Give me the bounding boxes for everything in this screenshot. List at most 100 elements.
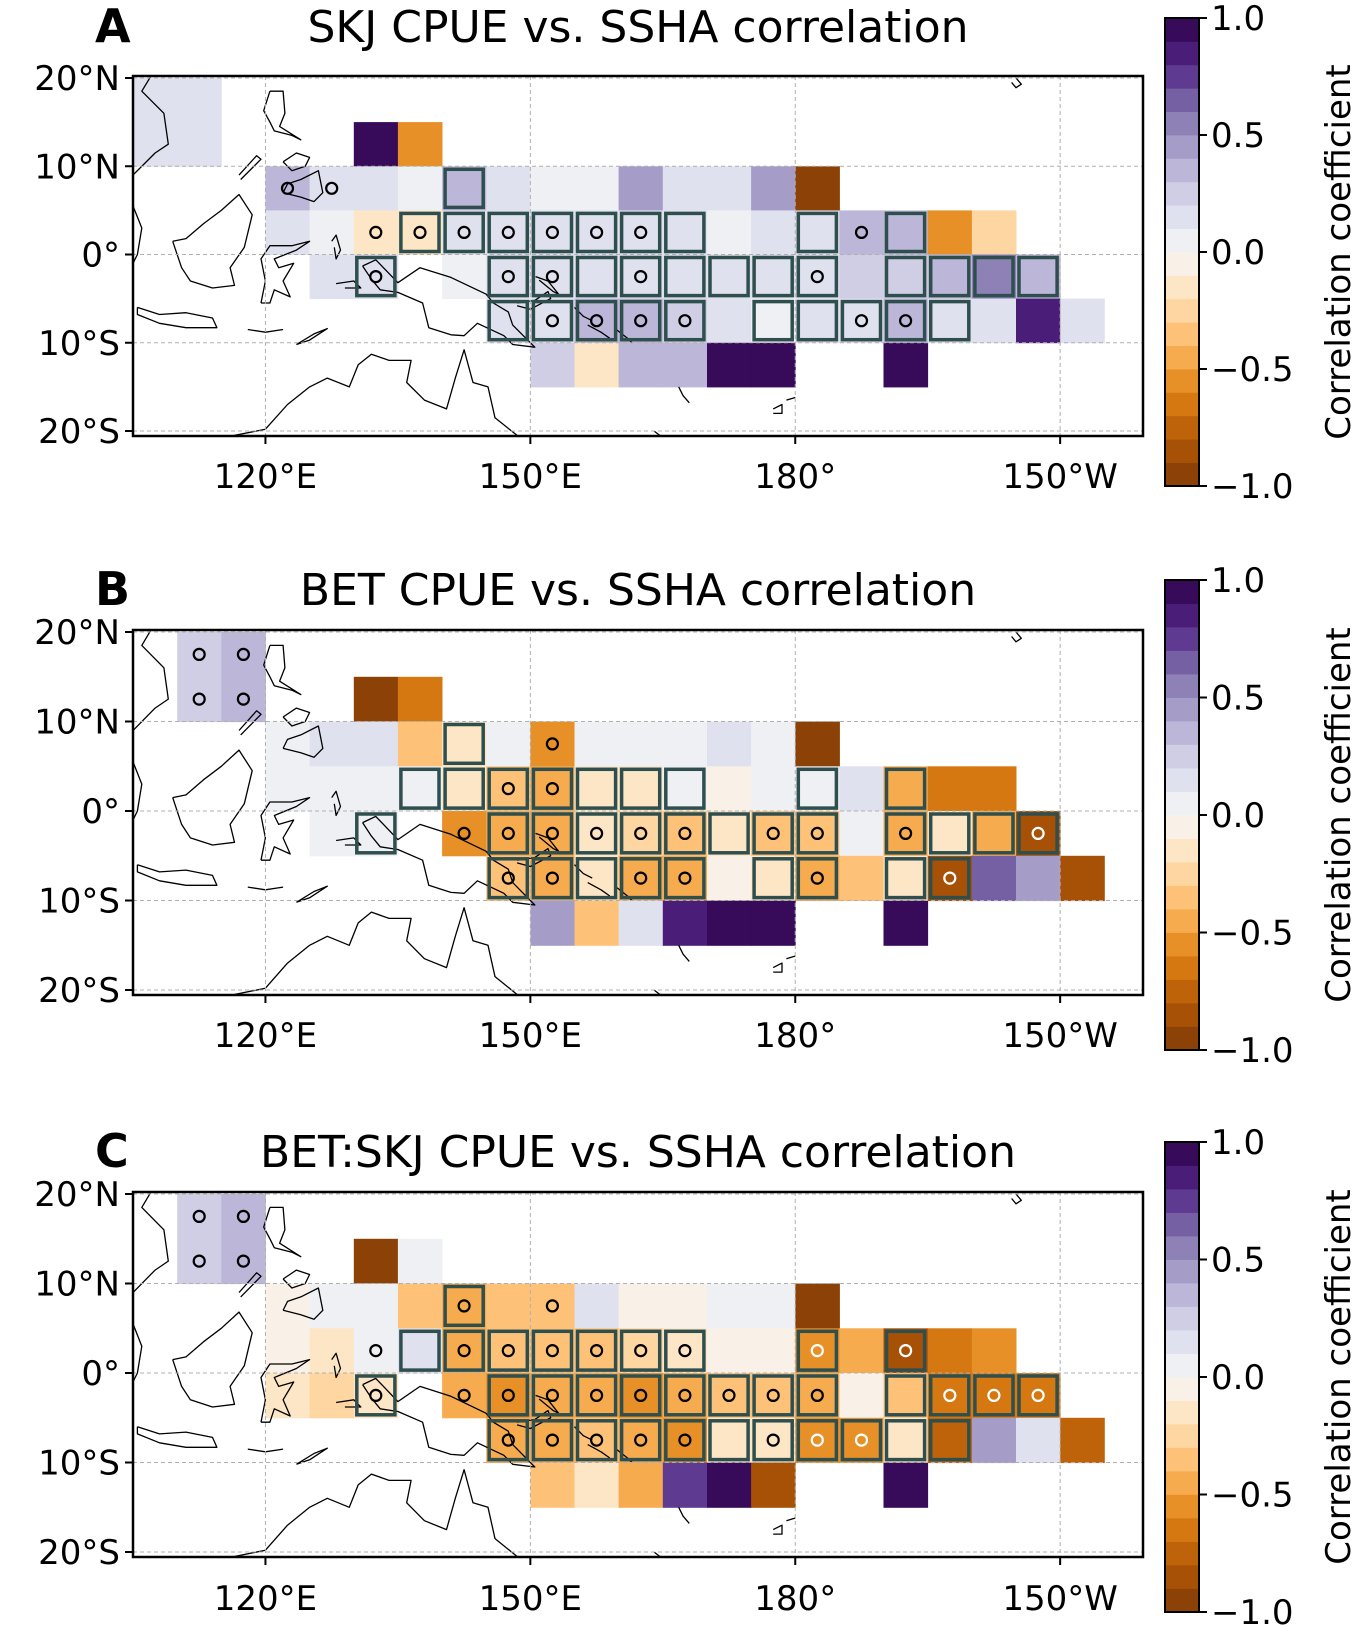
highlight-box [487,299,530,342]
coastline [587,882,611,897]
heatmap-cell [530,342,575,388]
heatmap-cell [397,676,443,723]
highlight-box [443,767,485,810]
highlight-box [928,299,971,342]
x-tick-label: 150°W [1002,1016,1118,1056]
heatmap-cell [177,632,222,678]
highlight-box [619,255,662,298]
heatmap-cell [707,298,752,344]
heatmap-cell [927,766,973,812]
heatmap-cell [618,298,664,344]
colorbar-bin [1165,603,1199,628]
heatmap-cell [707,766,752,812]
heatmap-cell [353,721,399,767]
colorbar-bin [1165,979,1199,1004]
heatmap-cell [839,210,884,255]
panel-letter: B [95,562,130,616]
y-tick-label: 10°N [34,703,120,743]
heatmap-cell [397,166,443,211]
heatmap-cell [486,1283,531,1329]
significance-marker [678,1343,692,1358]
coastline [260,1358,311,1423]
heatmap-cell [309,166,355,211]
heatmap-cell [397,210,443,255]
heatmap-cell [177,122,222,167]
significance-marker [898,314,913,328]
colorbar-bin [1165,275,1199,300]
coastline [133,205,143,303]
cells [133,78,1105,388]
cells [177,1194,1105,1508]
y-tick-label: 20°S [38,971,120,1011]
significance-marker [589,225,604,239]
coastline [678,386,690,404]
significance-marker [457,1388,471,1403]
coastline [772,1524,783,1535]
highlight-box [355,1374,397,1417]
heatmap-cell [927,811,973,857]
heatmap-cell [574,342,620,388]
colorbar-bin [1165,1259,1199,1284]
colorbar-bin [1165,1003,1199,1027]
heatmap-cell [618,1283,664,1329]
highlight-box [973,255,1015,298]
significance-markers [280,181,913,328]
colorbar-bin [1165,1494,1199,1519]
significance-marker [457,225,471,239]
colorbar-bin [1165,252,1199,276]
coastline [260,796,311,861]
heatmap-cell [707,1328,752,1374]
significance-marker [545,826,560,841]
coastline [678,945,690,962]
highlight-box [664,1419,706,1462]
gridlines [133,1192,1143,1557]
heatmap-cell [707,900,752,946]
heatmap-cell [707,342,752,388]
coastline [260,240,311,304]
heatmap-cell [574,1328,620,1374]
y-tick-label: 10°S [38,882,120,922]
highlight-box [884,1419,927,1462]
significance-marker [589,1388,604,1403]
significance-marker [501,225,515,239]
heatmap-cell [574,721,620,767]
colorbar-bin [1165,1471,1199,1495]
heatmap-cell [309,254,355,300]
heatmap-cell [618,342,664,388]
heatmap-cell [662,1283,708,1329]
heatmap-cell [883,342,929,388]
colorbar-bin [1165,1565,1199,1589]
heatmap-cell [265,766,310,812]
heatmap-cell [133,122,178,167]
highlight-box [928,812,971,855]
significance-marker [545,1299,560,1313]
heatmap-cell [751,855,796,902]
heatmap-cell [971,766,1017,812]
heatmap-cell [927,210,973,255]
heatmap-cell [883,298,929,344]
coastline [172,193,253,289]
colorbar-bin [1165,744,1199,769]
colorbar-bin [1165,956,1199,980]
highlight-box [619,1419,662,1462]
colorbar-bin [1165,791,1199,816]
highlight-box [884,767,927,810]
coastline [1011,77,1022,89]
y-tick-label: 20°N [34,59,120,99]
colorbar-bin [1165,1400,1199,1425]
highlight-box [664,1374,706,1417]
highlight-box [973,812,1015,855]
heatmap-cell [707,1373,752,1419]
significance-marker [501,826,515,841]
heatmap-cell [574,166,620,211]
heatmap-cell [795,298,840,344]
significance-marker [545,871,560,885]
significance-marker [678,826,692,841]
coastline [247,328,284,333]
heatmap-cell [1060,1417,1105,1464]
significance-marker [634,1343,648,1358]
x-tick-label: 180° [754,1016,836,1056]
colorbar-bin [1165,815,1199,839]
gridlines [133,76,1143,436]
significance-marker [501,871,515,885]
